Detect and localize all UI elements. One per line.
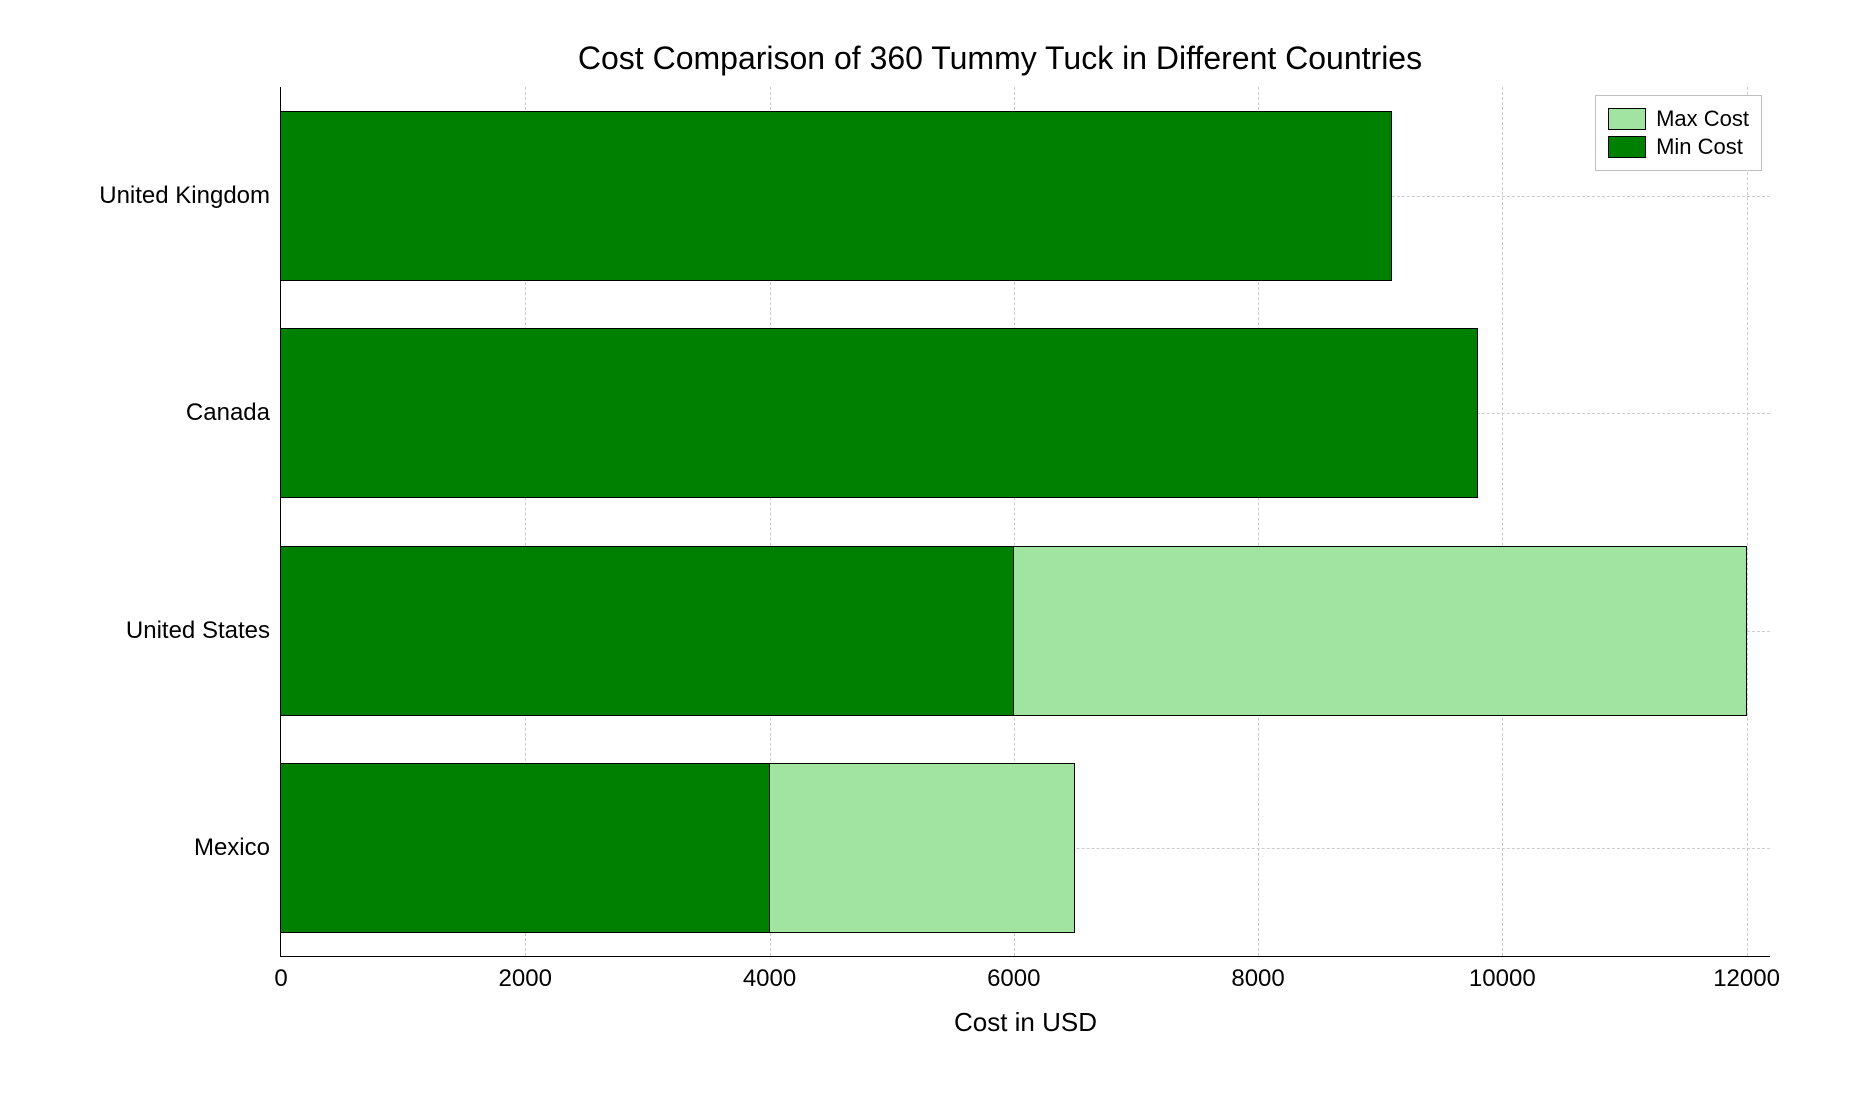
- legend: Max Cost Min Cost: [1595, 95, 1762, 171]
- bar-min-cost: [281, 328, 1478, 498]
- y-tick-label: United Kingdom: [50, 182, 270, 210]
- bar-min-cost: [281, 763, 770, 933]
- x-tick-label: 0: [274, 965, 287, 993]
- x-axis-label: Cost in USD: [281, 1007, 1770, 1038]
- legend-swatch-max-cost: [1608, 108, 1646, 130]
- x-tick-label: 4000: [743, 965, 796, 993]
- chart-title: Cost Comparison of 360 Tummy Tuck in Dif…: [60, 40, 1820, 77]
- legend-label-min-cost: Min Cost: [1656, 134, 1743, 160]
- legend-item-max-cost: Max Cost: [1608, 106, 1749, 132]
- bar-min-cost: [281, 546, 1014, 716]
- x-tick-label: 8000: [1231, 965, 1284, 993]
- legend-item-min-cost: Min Cost: [1608, 134, 1749, 160]
- y-tick-label: United States: [50, 617, 270, 645]
- legend-label-max-cost: Max Cost: [1656, 106, 1749, 132]
- plot-area: Max Cost Min Cost MexicoUnited StatesCan…: [280, 87, 1770, 957]
- gridline-v: [1502, 87, 1503, 956]
- x-tick-label: 10000: [1469, 965, 1536, 993]
- bar-min-cost: [281, 111, 1392, 281]
- chart-container: Cost Comparison of 360 Tummy Tuck in Dif…: [60, 40, 1820, 1060]
- x-tick-label: 6000: [987, 965, 1040, 993]
- x-tick-label: 2000: [499, 965, 552, 993]
- legend-swatch-min-cost: [1608, 136, 1646, 158]
- y-tick-label: Mexico: [50, 834, 270, 862]
- x-tick-label: 12000: [1713, 965, 1780, 993]
- y-tick-label: Canada: [50, 399, 270, 427]
- gridline-v: [1747, 87, 1748, 956]
